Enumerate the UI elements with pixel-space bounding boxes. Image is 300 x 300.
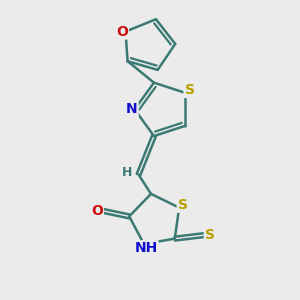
Text: S: S bbox=[184, 83, 194, 97]
Text: N: N bbox=[126, 102, 138, 116]
Text: O: O bbox=[116, 25, 128, 38]
Text: NH: NH bbox=[134, 241, 158, 255]
Text: S: S bbox=[205, 228, 215, 242]
Text: O: O bbox=[91, 204, 103, 218]
Text: S: S bbox=[178, 198, 188, 212]
Text: H: H bbox=[122, 166, 132, 179]
